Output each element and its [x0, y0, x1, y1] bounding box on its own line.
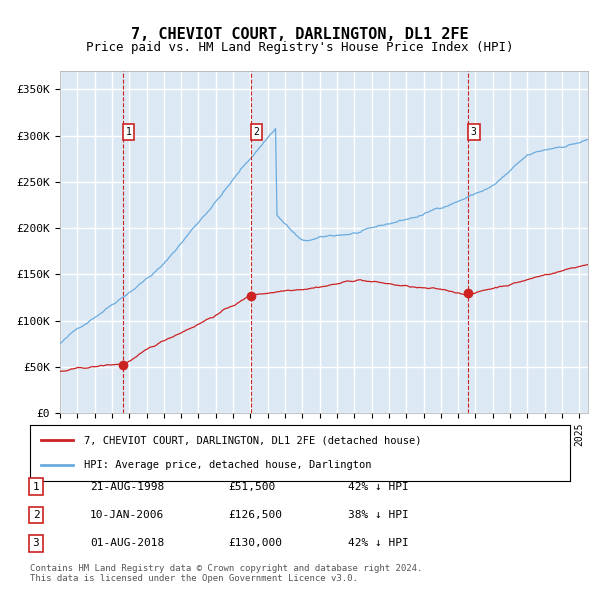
- Text: Price paid vs. HM Land Registry's House Price Index (HPI): Price paid vs. HM Land Registry's House …: [86, 41, 514, 54]
- Text: 21-AUG-1998: 21-AUG-1998: [90, 482, 164, 491]
- Text: 3: 3: [471, 127, 476, 137]
- Text: £126,500: £126,500: [228, 510, 282, 520]
- Text: HPI: Average price, detached house, Darlington: HPI: Average price, detached house, Darl…: [84, 460, 371, 470]
- Text: 01-AUG-2018: 01-AUG-2018: [90, 539, 164, 548]
- Text: 7, CHEVIOT COURT, DARLINGTON, DL1 2FE (detached house): 7, CHEVIOT COURT, DARLINGTON, DL1 2FE (d…: [84, 435, 421, 445]
- Text: 10-JAN-2006: 10-JAN-2006: [90, 510, 164, 520]
- Text: 2: 2: [254, 127, 259, 137]
- Text: 2: 2: [32, 510, 40, 520]
- Text: 38% ↓ HPI: 38% ↓ HPI: [348, 510, 409, 520]
- Text: 3: 3: [32, 539, 40, 548]
- Text: Contains HM Land Registry data © Crown copyright and database right 2024.
This d: Contains HM Land Registry data © Crown c…: [30, 563, 422, 583]
- Text: 1: 1: [32, 482, 40, 491]
- Text: 7, CHEVIOT COURT, DARLINGTON, DL1 2FE: 7, CHEVIOT COURT, DARLINGTON, DL1 2FE: [131, 27, 469, 41]
- Text: £51,500: £51,500: [228, 482, 275, 491]
- Text: 42% ↓ HPI: 42% ↓ HPI: [348, 539, 409, 548]
- Text: 42% ↓ HPI: 42% ↓ HPI: [348, 482, 409, 491]
- Text: 1: 1: [125, 127, 131, 137]
- Text: £130,000: £130,000: [228, 539, 282, 548]
